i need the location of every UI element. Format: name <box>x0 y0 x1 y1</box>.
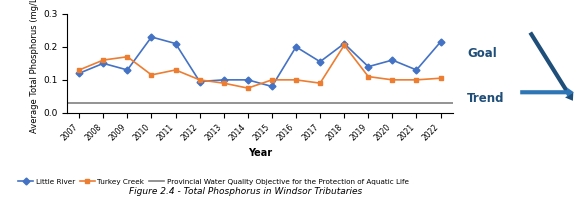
Little River <box>196 80 203 83</box>
Turkey Creek <box>76 69 83 71</box>
Turkey Creek <box>317 82 324 84</box>
Turkey Creek <box>389 79 396 81</box>
Turkey Creek <box>100 59 107 61</box>
Line: Little River: Little River <box>77 34 443 89</box>
Little River <box>437 41 444 43</box>
Turkey Creek <box>244 87 251 89</box>
Turkey Creek <box>172 69 179 71</box>
Little River <box>124 69 131 71</box>
Little River <box>293 46 300 48</box>
Little River <box>148 36 155 38</box>
Little River <box>244 79 251 81</box>
Line: Turkey Creek: Turkey Creek <box>77 43 443 90</box>
Turkey Creek <box>124 56 131 58</box>
Turkey Creek <box>413 79 420 81</box>
Little River <box>76 72 83 74</box>
Little River <box>269 85 276 88</box>
Little River <box>220 79 227 81</box>
Little River <box>365 66 372 68</box>
Y-axis label: Average Total Phosphorus (mg/L): Average Total Phosphorus (mg/L) <box>30 0 39 133</box>
Turkey Creek <box>148 74 155 76</box>
Little River <box>100 62 107 65</box>
Text: Goal: Goal <box>467 47 497 60</box>
Little River <box>340 42 347 45</box>
Turkey Creek <box>365 75 372 78</box>
Little River <box>172 42 179 45</box>
Turkey Creek <box>437 77 444 79</box>
Turkey Creek <box>269 79 276 81</box>
Turkey Creek <box>340 44 347 46</box>
Turkey Creek <box>293 79 300 81</box>
Legend: Little River, Turkey Creek, Provincial Water Quality Objective for the Protectio: Little River, Turkey Creek, Provincial W… <box>16 176 412 188</box>
Text: Figure 2.4 - Total Phosphorus in Windsor Tributaries: Figure 2.4 - Total Phosphorus in Windsor… <box>128 187 362 196</box>
Turkey Creek <box>220 82 227 84</box>
Text: Trend: Trend <box>467 92 505 106</box>
Turkey Creek <box>196 79 203 81</box>
Little River <box>317 61 324 63</box>
Little River <box>413 69 420 71</box>
Little River <box>389 59 396 61</box>
X-axis label: Year: Year <box>248 148 272 158</box>
